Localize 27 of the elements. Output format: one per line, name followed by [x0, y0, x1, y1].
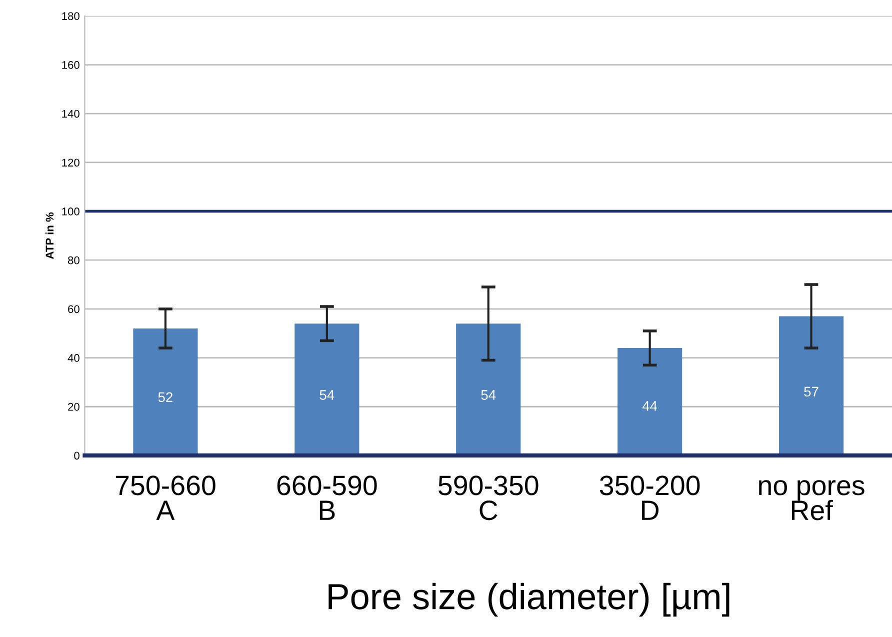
y-tick-label: 80: [68, 256, 80, 264]
bar: [294, 324, 360, 456]
y-tick-label: 60: [68, 305, 80, 314]
data-label: 54: [481, 390, 496, 400]
y-tick-label: 140: [62, 110, 80, 118]
y-tick-label: 180: [62, 12, 80, 20]
data-label: 52: [158, 392, 172, 402]
y-axis-title: ATP in %: [45, 212, 54, 259]
bar: [618, 348, 682, 456]
y-tick-label: 120: [62, 158, 80, 167]
x-tick-label: 750-660 A: [116, 476, 216, 520]
bar: [133, 328, 198, 456]
y-tick-label: 20: [68, 402, 80, 411]
x-tick-label: 590-350 C: [438, 476, 538, 520]
data-label: 54: [320, 390, 334, 400]
x-tick-label: 660-590 B: [277, 476, 377, 520]
data-label: 44: [642, 401, 658, 411]
bar: [456, 324, 521, 456]
bar: [778, 316, 844, 456]
y-tick-label: 160: [62, 61, 80, 69]
y-tick-label: 0: [74, 452, 80, 460]
x-tick-label: no pores Ref: [759, 480, 864, 520]
data-label: 57: [804, 386, 818, 397]
x-axis-title: Pore size (diameter) [µm]: [328, 582, 730, 617]
y-tick-label: 100: [62, 208, 80, 216]
y-tick-label: 40: [68, 354, 80, 362]
x-tick-label: 350-200 D: [600, 476, 700, 520]
